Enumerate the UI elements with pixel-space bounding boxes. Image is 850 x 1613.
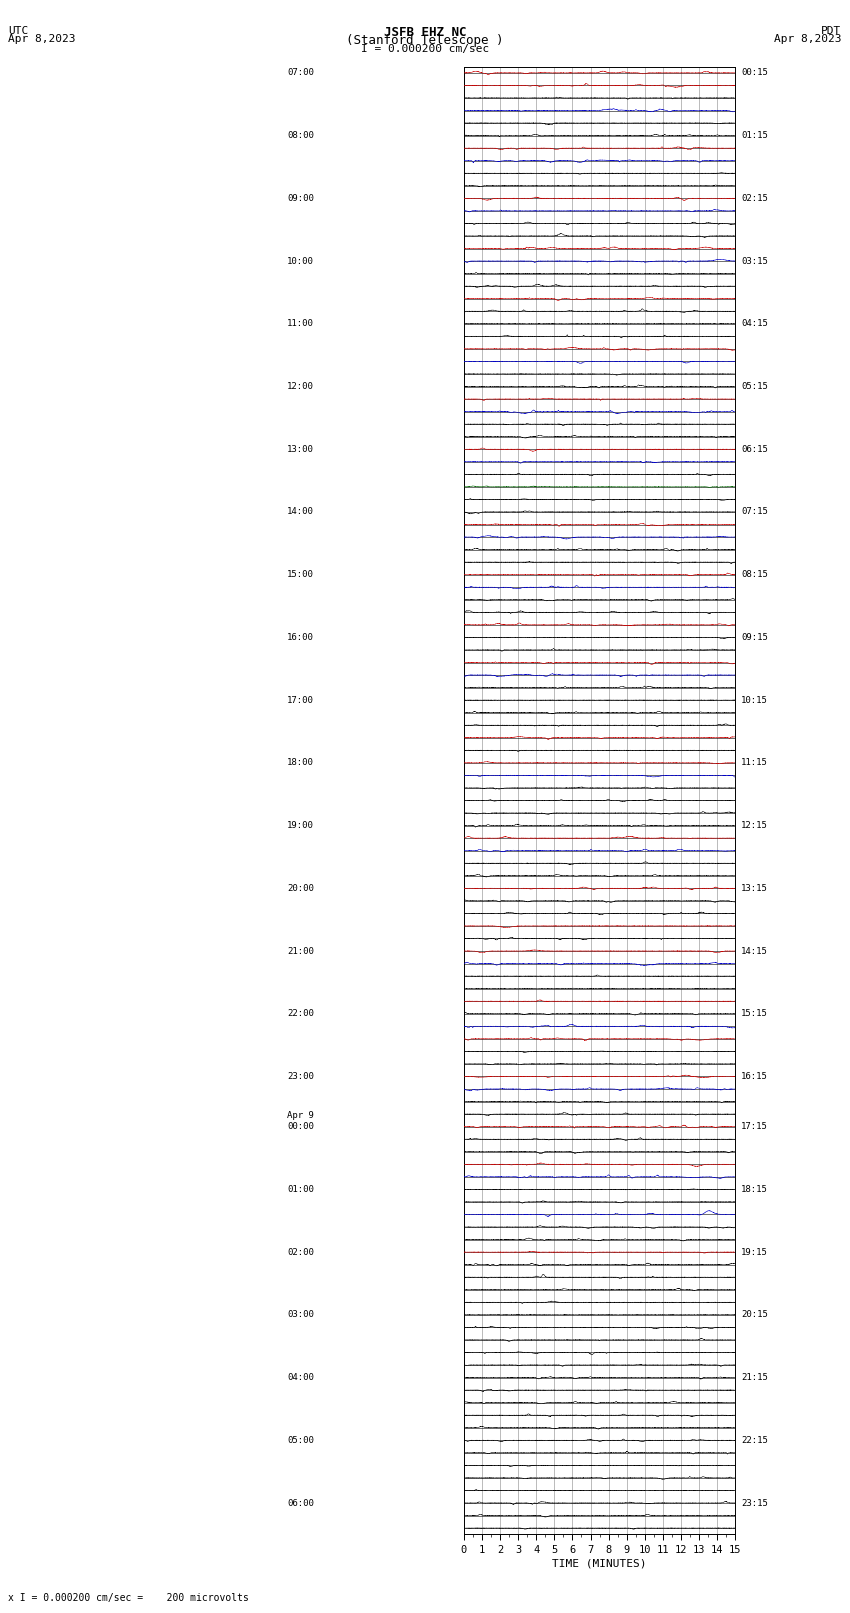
Text: 12:00: 12:00 [287,382,314,390]
Text: 05:15: 05:15 [741,382,768,390]
Text: 20:00: 20:00 [287,884,314,894]
Text: 18:00: 18:00 [287,758,314,768]
X-axis label: TIME (MINUTES): TIME (MINUTES) [552,1560,647,1569]
Text: 17:00: 17:00 [287,695,314,705]
Text: 09:00: 09:00 [287,194,314,203]
Text: 13:15: 13:15 [741,884,768,894]
Text: PDT: PDT [821,26,842,35]
Text: Apr 8,2023: Apr 8,2023 [774,34,842,44]
Text: 17:15: 17:15 [741,1123,768,1131]
Text: 20:15: 20:15 [741,1310,768,1319]
Text: 09:15: 09:15 [741,632,768,642]
Text: 14:15: 14:15 [741,947,768,955]
Text: 03:15: 03:15 [741,256,768,266]
Text: 00:00: 00:00 [287,1123,314,1131]
Text: 10:15: 10:15 [741,695,768,705]
Text: 11:15: 11:15 [741,758,768,768]
Text: I = 0.000200 cm/sec: I = 0.000200 cm/sec [361,44,489,53]
Text: 15:15: 15:15 [741,1010,768,1018]
Text: 05:00: 05:00 [287,1436,314,1445]
Text: 04:00: 04:00 [287,1373,314,1382]
Text: 15:00: 15:00 [287,569,314,579]
Text: 14:00: 14:00 [287,508,314,516]
Text: 10:00: 10:00 [287,256,314,266]
Text: 07:15: 07:15 [741,508,768,516]
Text: 06:15: 06:15 [741,445,768,453]
Text: 18:15: 18:15 [741,1186,768,1194]
Text: Apr 8,2023: Apr 8,2023 [8,34,76,44]
Text: 21:00: 21:00 [287,947,314,955]
Text: 19:00: 19:00 [287,821,314,831]
Text: 04:15: 04:15 [741,319,768,329]
Text: 16:00: 16:00 [287,632,314,642]
Text: 07:00: 07:00 [287,68,314,77]
Text: 22:15: 22:15 [741,1436,768,1445]
Text: 13:00: 13:00 [287,445,314,453]
Text: (Stanford Telescope ): (Stanford Telescope ) [346,34,504,47]
Text: 02:15: 02:15 [741,194,768,203]
Text: 00:15: 00:15 [741,68,768,77]
Text: 02:00: 02:00 [287,1247,314,1257]
Text: x I = 0.000200 cm/sec =    200 microvolts: x I = 0.000200 cm/sec = 200 microvolts [8,1594,249,1603]
Text: 22:00: 22:00 [287,1010,314,1018]
Text: JSFB EHZ NC: JSFB EHZ NC [383,26,467,39]
Text: 16:15: 16:15 [741,1073,768,1081]
Text: 08:15: 08:15 [741,569,768,579]
Text: UTC: UTC [8,26,29,35]
Text: 12:15: 12:15 [741,821,768,831]
Text: 01:00: 01:00 [287,1186,314,1194]
Text: 03:00: 03:00 [287,1310,314,1319]
Text: 23:00: 23:00 [287,1073,314,1081]
Text: 23:15: 23:15 [741,1498,768,1508]
Text: 21:15: 21:15 [741,1373,768,1382]
Text: 01:15: 01:15 [741,131,768,140]
Text: 08:00: 08:00 [287,131,314,140]
Text: Apr 9: Apr 9 [287,1111,314,1121]
Text: 06:00: 06:00 [287,1498,314,1508]
Text: 19:15: 19:15 [741,1247,768,1257]
Text: 11:00: 11:00 [287,319,314,329]
